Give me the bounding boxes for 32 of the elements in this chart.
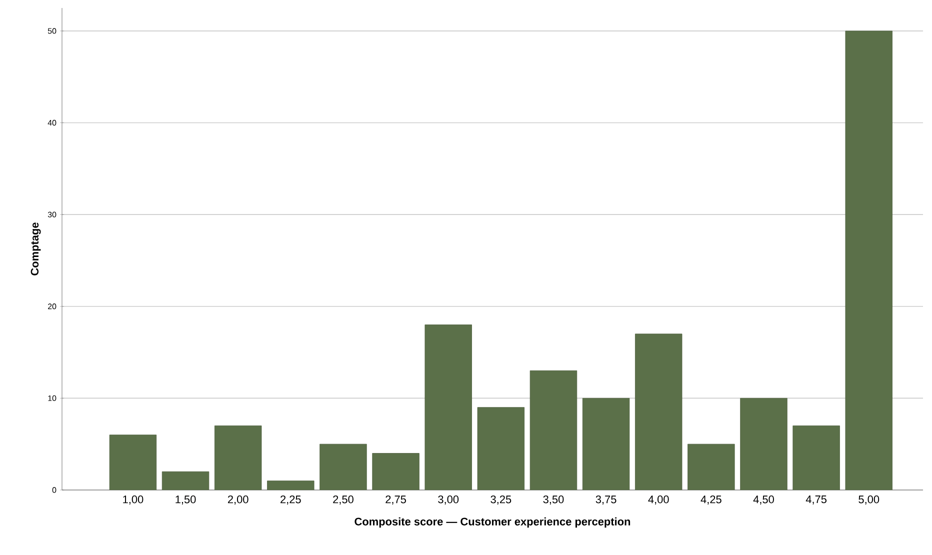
x-tick-label: 2,50 xyxy=(333,496,354,505)
x-tick-label: 5,00 xyxy=(858,496,880,505)
x-tick-label: 3,00 xyxy=(438,496,459,505)
bar xyxy=(477,407,525,490)
bar xyxy=(162,471,210,490)
bar xyxy=(582,398,630,490)
x-tick-label: 4,25 xyxy=(700,496,722,505)
x-axis-title: Composite score — Customer experience perception xyxy=(354,517,630,528)
y-axis-title: Comptage xyxy=(30,222,41,276)
x-tick-label: 3,50 xyxy=(543,496,564,505)
x-tick-label: 1,00 xyxy=(123,496,144,505)
bar xyxy=(688,444,735,490)
x-tick-label: 3,75 xyxy=(596,496,616,505)
bar xyxy=(530,370,578,490)
bar xyxy=(109,434,157,490)
bar xyxy=(372,453,420,490)
x-tick-label: 2,75 xyxy=(386,496,406,505)
x-tick-label: 4,75 xyxy=(806,496,826,504)
bar xyxy=(740,398,788,490)
x-tick-label: 1,50 xyxy=(176,496,196,505)
x-tick-label: 4,50 xyxy=(753,496,774,505)
x-tick-label: 3,25 xyxy=(490,496,512,505)
bar xyxy=(214,426,262,490)
bar xyxy=(267,480,314,490)
bar xyxy=(320,444,367,490)
x-tick-label: 2,00 xyxy=(228,496,248,505)
x-tick-label: 4,00 xyxy=(648,496,669,505)
bar xyxy=(792,426,840,490)
bar xyxy=(635,334,682,490)
bar xyxy=(424,324,472,490)
bar xyxy=(845,30,892,490)
x-tick-label: 2,25 xyxy=(280,496,301,505)
